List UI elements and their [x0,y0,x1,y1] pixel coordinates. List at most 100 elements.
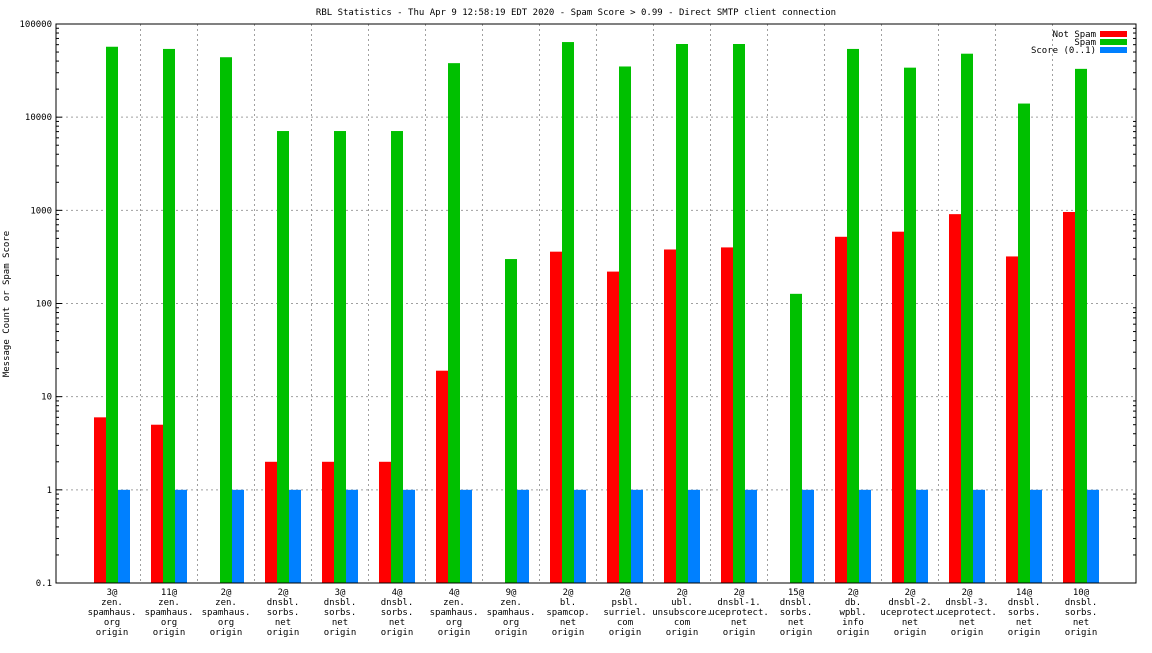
x-tick-label: org [104,618,120,628]
bar-spam [790,293,802,583]
x-tick-label: 3@ [107,588,118,598]
x-tick-label: net [788,618,804,628]
y-tick-label: 0.1 [36,579,52,589]
bar-not-spam [607,271,619,583]
x-tick-label: 2@ [278,588,289,598]
x-tick-label: sorbs. [1065,608,1098,618]
x-tick-label: zen. [101,598,123,608]
x-tick-label: bl. [560,598,576,608]
bar-not-spam [94,417,106,583]
x-tick-label: sorbs. [780,608,813,618]
bar-spam [619,66,631,583]
x-tick-label: unsubscore. [652,608,712,618]
x-tick-label: uceprotect. [709,608,769,618]
bar-not-spam [1063,211,1075,584]
bar-not-spam [1006,256,1018,583]
bar-not-spam [151,424,163,583]
x-tick-label: dnsbl. [267,598,300,608]
legend-swatch [1100,31,1127,37]
bar-score- [1030,489,1042,583]
x-tick-label: zen. [443,598,465,608]
bar-spam [733,44,745,583]
x-tick-label: dnsbl-2. [888,598,931,608]
bar-spam [277,131,289,584]
y-tick-label: 1 [47,486,52,496]
bar-spam [220,57,232,584]
bar-score- [688,489,700,583]
x-tick-label: net [1073,618,1089,628]
x-tick-label: spamhaus. [145,608,194,618]
x-tick-label: origin [780,628,813,638]
y-tick-label: 100 [36,300,52,310]
bar-score- [631,489,643,583]
y-tick-label: 100000 [19,20,52,30]
x-tick-label: surriel. [603,608,646,618]
bar-score- [916,489,928,583]
x-tick-label: db. [845,598,861,608]
x-tick-label: dnsbl-1. [717,598,760,608]
x-tick-label: ubl. [671,598,693,608]
x-tick-label: net [902,618,918,628]
x-tick-label: origin [837,628,870,638]
x-tick-label: org [218,618,234,628]
x-tick-label: 2@ [677,588,688,598]
x-tick-label: com [674,618,690,628]
bar-score- [232,489,244,583]
bar-spam [448,63,460,584]
bar-spam [847,48,859,583]
x-tick-label: 4@ [392,588,403,598]
chart-title: RBL Statistics - Thu Apr 9 12:58:19 EDT … [316,8,836,18]
y-tick-label: 10 [41,393,52,403]
x-tick-label: org [503,618,519,628]
x-tick-label: origin [1008,628,1041,638]
x-tick-label: spamcop. [546,608,589,618]
x-tick-label: 3@ [335,588,346,598]
bar-not-spam [835,236,847,583]
bar-not-spam [550,251,562,584]
bar-spam [904,67,916,583]
x-tick-label: net [389,618,405,628]
x-tick-label: 2@ [962,588,973,598]
x-tick-label: sorbs. [267,608,300,618]
x-tick-label: net [332,618,348,628]
x-tick-label: zen. [158,598,180,608]
bar-not-spam [721,247,733,583]
bar-not-spam [664,249,676,583]
x-tick-label: 2@ [620,588,631,598]
x-tick-label: zen. [215,598,237,608]
x-tick-label: 11@ [161,588,178,598]
x-tick-label: 4@ [449,588,460,598]
x-tick-label: org [446,618,462,628]
x-tick-label: 2@ [905,588,916,598]
x-tick-label: origin [267,628,300,638]
bar-not-spam [436,370,448,583]
x-tick-label: 2@ [563,588,574,598]
x-tick-label: zen. [500,598,522,608]
y-tick-label: 10000 [25,113,52,123]
x-tick-label: psbl. [611,598,638,608]
x-tick-label: dnsbl. [1065,598,1098,608]
y-tick-label: 1000 [30,206,52,216]
x-tick-label: origin [1065,628,1098,638]
legend-swatch [1100,39,1127,45]
bar-score- [1087,489,1099,583]
x-tick-label: wpbl. [839,608,866,618]
legend-label: Score (0..1) [1031,46,1096,56]
bar-not-spam [322,461,334,583]
plot-border [55,23,1137,584]
x-tick-label: origin [951,628,984,638]
x-tick-label: uceprotect. [937,608,997,618]
x-tick-label: 2@ [848,588,859,598]
x-tick-label: net [1016,618,1032,628]
x-tick-label: origin [723,628,756,638]
bar-not-spam [265,461,277,583]
bar-spam [334,131,346,584]
bar-spam [391,131,403,584]
legend-swatch [1100,47,1127,53]
x-tick-label: origin [324,628,357,638]
x-tick-label: 10@ [1073,588,1090,598]
x-tick-label: origin [96,628,129,638]
x-tick-label: com [617,618,633,628]
x-tick-label: net [275,618,291,628]
